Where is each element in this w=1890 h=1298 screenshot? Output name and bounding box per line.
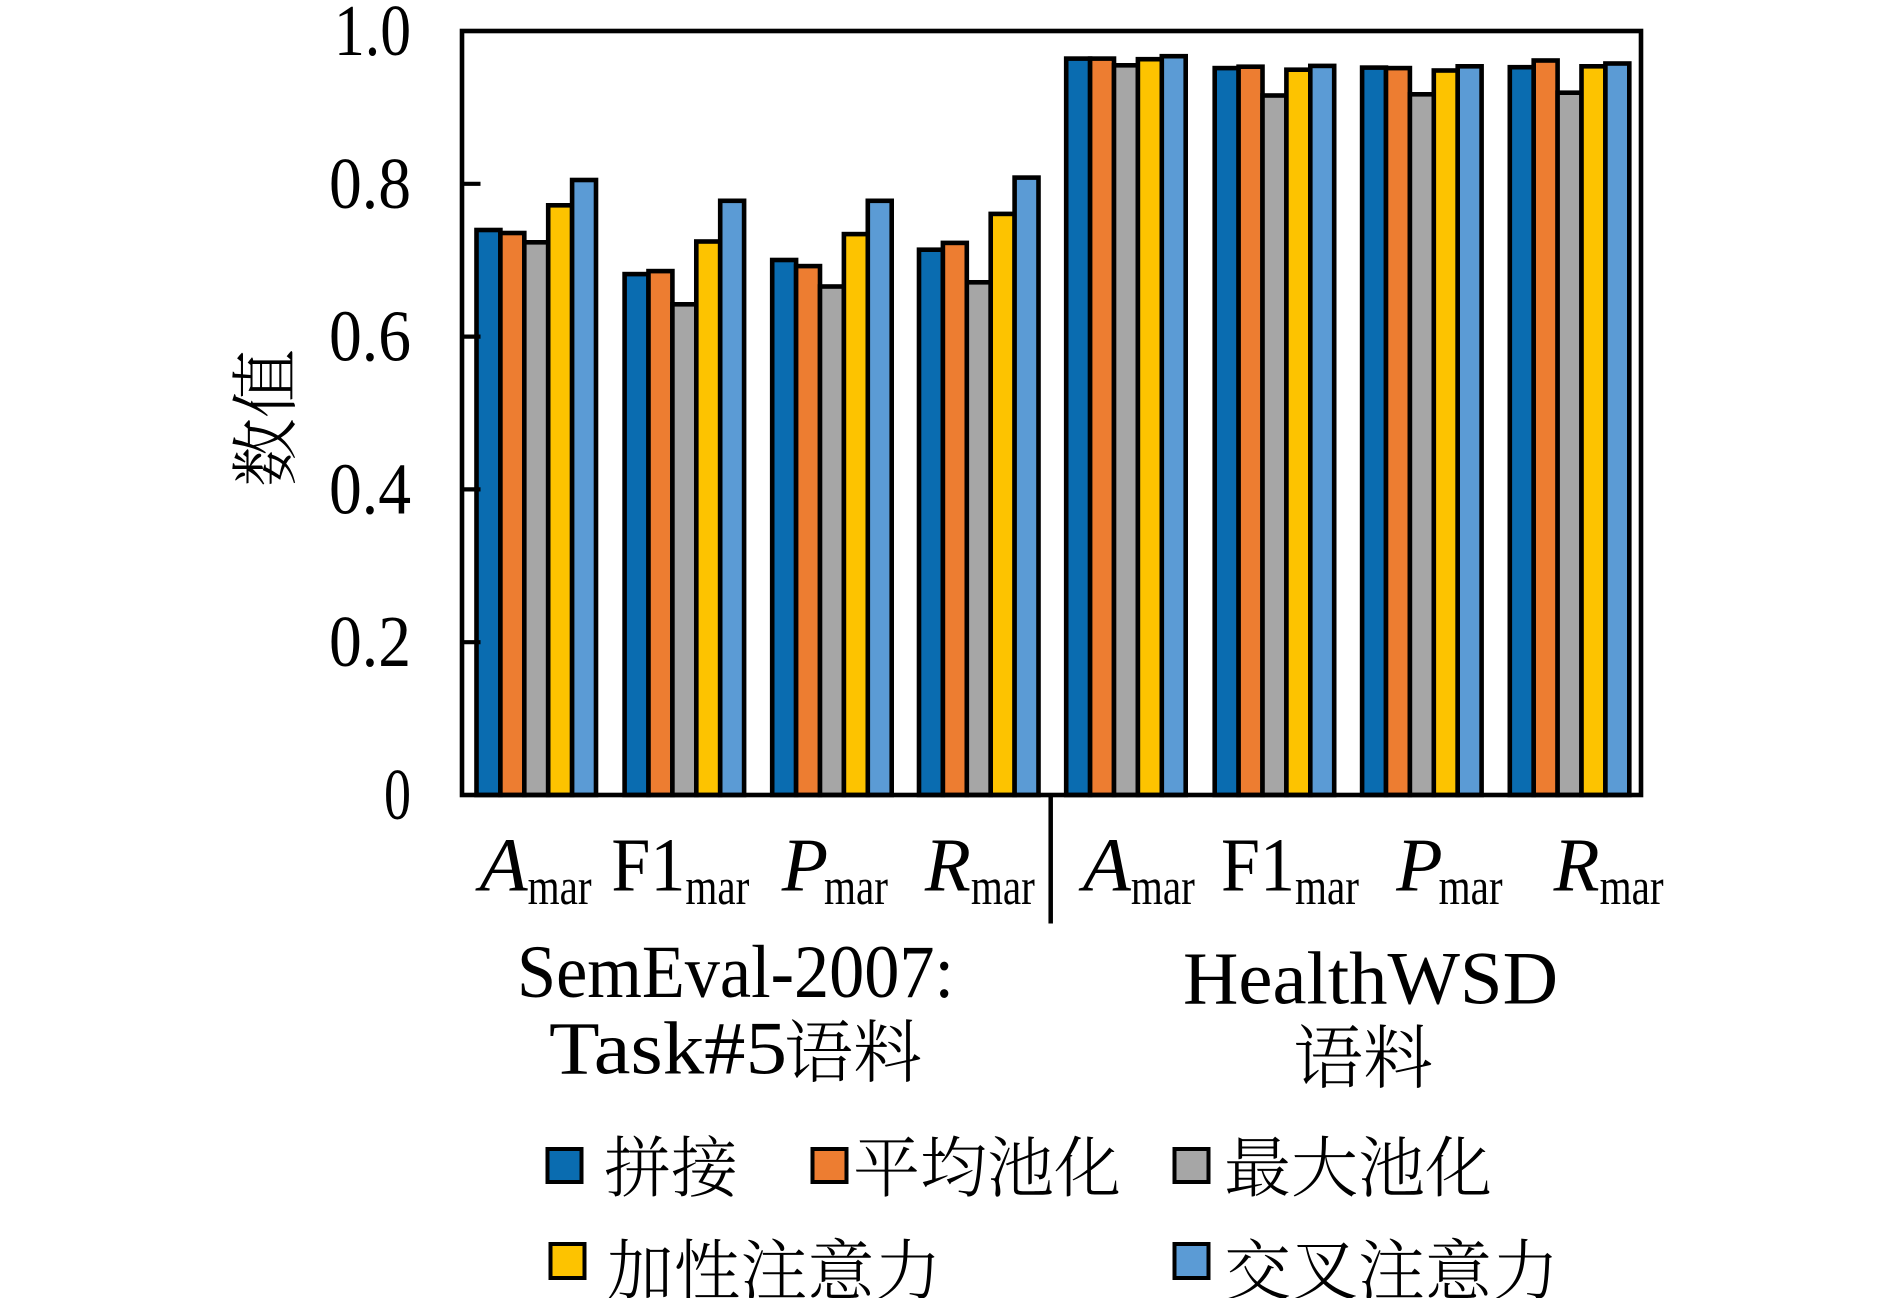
- svg-text:SemEval-2007:: SemEval-2007:: [517, 931, 954, 1014]
- svg-text:1.0: 1.0: [334, 0, 411, 71]
- svg-text:A: A: [474, 824, 528, 908]
- svg-text:0.2: 0.2: [329, 601, 411, 682]
- svg-text:F1: F1: [1221, 824, 1295, 908]
- svg-text:HealthWSD: HealthWSD: [1183, 938, 1558, 1021]
- svg-text:0.6: 0.6: [329, 296, 411, 377]
- svg-text:mar: mar: [685, 859, 749, 916]
- svg-text:mar: mar: [824, 859, 888, 916]
- svg-text:Task#5: Task#5: [549, 1008, 787, 1091]
- svg-text:mar: mar: [971, 859, 1035, 916]
- svg-text:0.8: 0.8: [329, 143, 411, 224]
- svg-text:P: P: [781, 824, 828, 908]
- svg-text:mar: mar: [1600, 859, 1664, 916]
- svg-text:F1: F1: [611, 824, 685, 908]
- svg-text:A: A: [1078, 824, 1132, 908]
- svg-text:R: R: [1553, 824, 1600, 908]
- svg-text:mar: mar: [1439, 859, 1503, 916]
- svg-text:mar: mar: [1295, 859, 1359, 916]
- svg-text:P: P: [1395, 824, 1442, 908]
- svg-text:mar: mar: [1131, 859, 1195, 916]
- svg-text:mar: mar: [528, 859, 592, 916]
- svg-text:0: 0: [384, 754, 411, 835]
- svg-text:R: R: [924, 824, 971, 908]
- svg-text:0.4: 0.4: [329, 448, 411, 529]
